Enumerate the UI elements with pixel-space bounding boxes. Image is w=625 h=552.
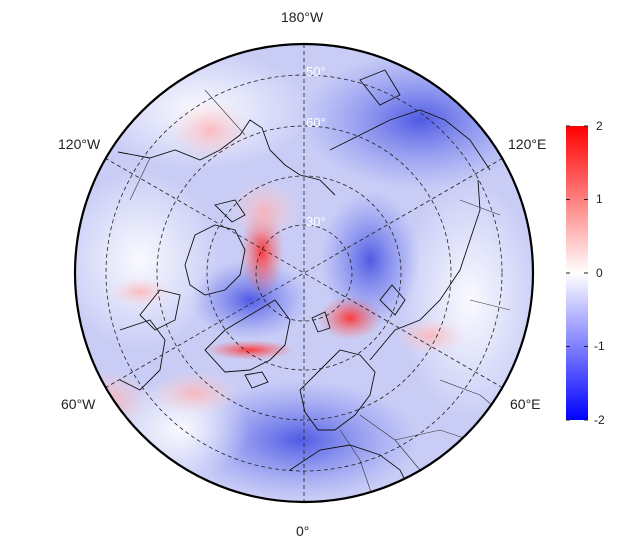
colorbar-ticks bbox=[566, 125, 588, 421]
lat-label-60: 60° bbox=[306, 115, 326, 130]
colorbar-label-neg2: -2 bbox=[594, 413, 605, 427]
lon-label-upper-left: 120°W bbox=[58, 136, 101, 152]
colorbar bbox=[566, 126, 588, 420]
lon-label-lower-right: 60°E bbox=[510, 396, 541, 412]
colorbar-label-2: 2 bbox=[596, 119, 603, 133]
coastlines bbox=[117, 69, 491, 491]
colorbar-label-1: 1 bbox=[596, 192, 603, 206]
graticule bbox=[104, 44, 504, 502]
lon-label-bottom: 0° bbox=[296, 523, 310, 539]
colorbar-label-neg1: -1 bbox=[594, 339, 605, 353]
map-boundary bbox=[73, 42, 535, 504]
lat-label-50: 50° bbox=[306, 64, 326, 79]
lon-label-lower-left: 60°W bbox=[61, 396, 96, 412]
colorbar-label-0: 0 bbox=[596, 266, 603, 280]
lon-label-upper-right: 120°E bbox=[508, 136, 547, 152]
lon-label-top: 180°W bbox=[281, 9, 324, 25]
lat-label-30: 30° bbox=[306, 214, 326, 229]
